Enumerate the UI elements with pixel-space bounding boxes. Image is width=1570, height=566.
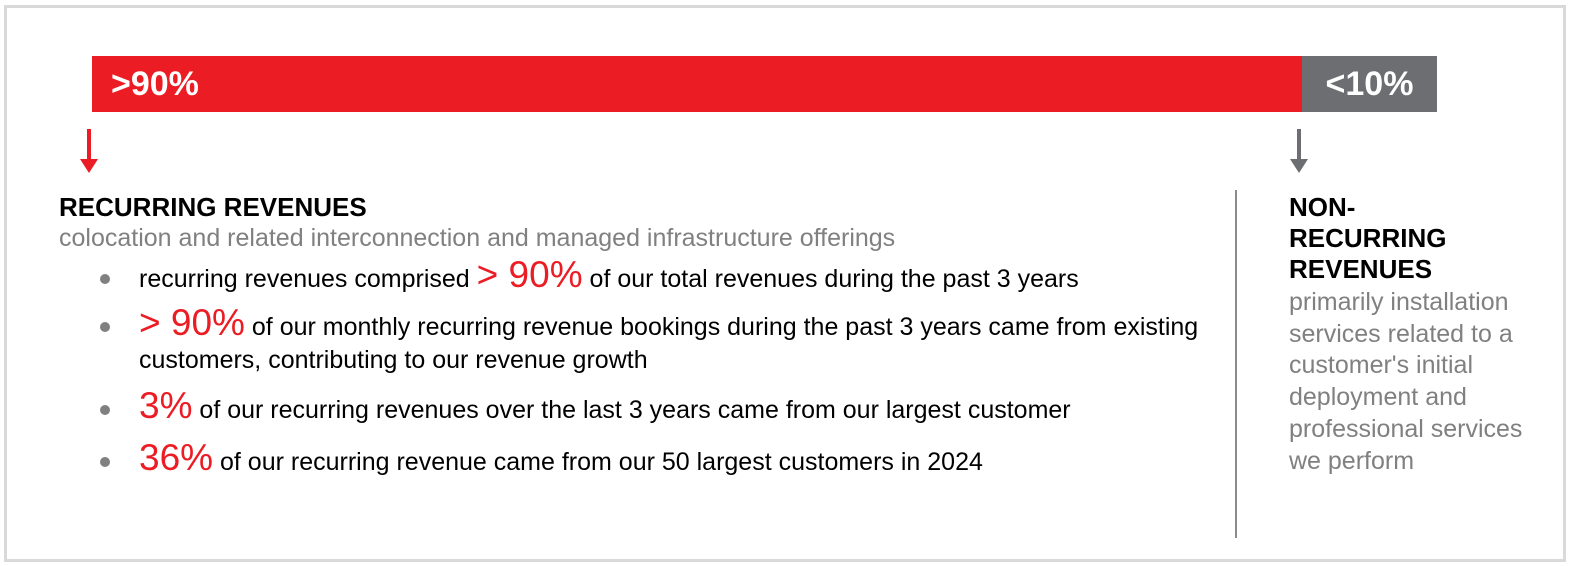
highlight-stat: > 90% [139, 302, 245, 343]
highlight-stat: 36% [139, 437, 214, 478]
recurring-heading: RECURRING REVENUES [59, 192, 367, 222]
list-item: 3% of our recurring revenues over the la… [98, 387, 1218, 427]
list-item: 36% of our recurring revenue came from o… [98, 439, 1218, 479]
recurring-bullet-list: recurring revenues comprised > 90% of ou… [98, 256, 1218, 479]
list-item: recurring revenues comprised > 90% of ou… [98, 256, 1218, 296]
bullet-text: of our monthly recurring revenue booking… [139, 313, 1199, 374]
slide-frame [4, 5, 1566, 562]
highlight-stat: 3% [139, 385, 193, 426]
bullet-text: of our total revenues during the past 3 … [582, 265, 1079, 293]
column-divider [1235, 190, 1237, 538]
list-item: > 90% of our monthly recurring revenue b… [98, 304, 1218, 377]
non-recurring-description: primarily installation services related … [1289, 288, 1523, 475]
highlight-stat: > 90% [476, 254, 583, 295]
recurring-subheading: colocation and related interconnection a… [59, 224, 896, 252]
recurring-share-label: >90% [111, 64, 199, 103]
bullet-icon [100, 274, 110, 284]
heading-line: REVENUES [1289, 254, 1433, 284]
bullet-text: of our recurring revenues over the last … [192, 396, 1071, 424]
bullet-text: recurring revenues comprised [139, 265, 477, 293]
bullet-icon [100, 457, 110, 467]
non-recurring-heading: NON- RECURRING REVENUES [1289, 192, 1509, 285]
bullet-icon [100, 405, 110, 415]
recurring-share-bar: >90% [92, 56, 1302, 112]
non-recurring-share-bar: <10% [1302, 56, 1437, 112]
bullet-text: of our recurring revenue came from our 5… [213, 448, 983, 476]
heading-line: NON- [1289, 192, 1356, 222]
non-recurring-share-label: <10% [1325, 64, 1414, 103]
bullet-icon [100, 322, 110, 332]
heading-line: RECURRING [1289, 223, 1447, 253]
